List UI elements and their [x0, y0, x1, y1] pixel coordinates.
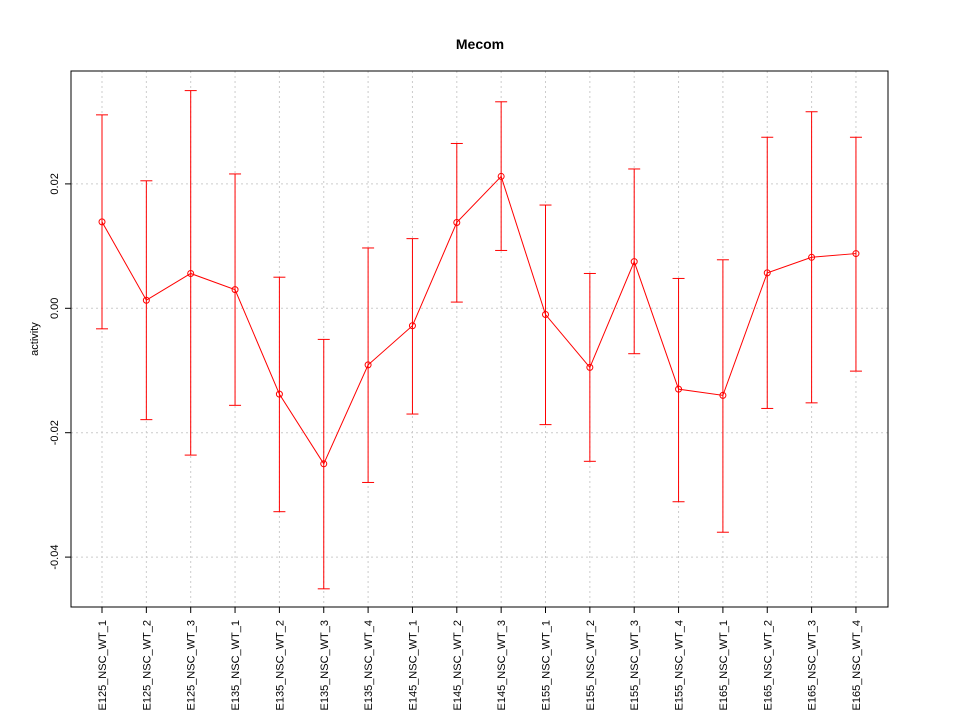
data-point — [763, 269, 771, 277]
data-point — [852, 250, 860, 258]
x-tick-label: E165_NSC_WT_3 — [807, 620, 819, 711]
data-point — [231, 286, 239, 294]
x-tick-label: E155_NSC_WT_2 — [585, 620, 597, 711]
plot-frame — [70, 70, 889, 608]
x-axis: E125_NSC_WT_1 E125_NSC_WT_2 E125_NSC_WT_3 E… — [97, 607, 863, 711]
y-tick-label: -0.04 — [49, 545, 61, 570]
x-tick-label: E145_NSC_WT_2 — [452, 620, 464, 711]
series-polyline — [101, 175, 856, 465]
x-tick-label: E135_NSC_WT_1 — [230, 620, 242, 711]
data-point — [320, 460, 328, 468]
data-point — [364, 361, 372, 369]
x-tick-label: E135_NSC_WT_2 — [274, 620, 286, 711]
y-tick-label: 0.00 — [49, 298, 61, 319]
x-tick-label: E125_NSC_WT_3 — [186, 620, 198, 711]
y-axis: -0.04 -0.02 0.00 0.02 — [49, 173, 71, 570]
grid — [71, 71, 888, 607]
data-points — [98, 172, 860, 468]
x-tick-label: E165_NSC_WT_1 — [718, 620, 730, 711]
x-tick-label: E125_NSC_WT_2 — [141, 620, 153, 711]
data-point — [408, 322, 416, 330]
data-point — [675, 385, 683, 393]
y-tick-label: -0.02 — [49, 420, 61, 445]
x-tick-label: E165_NSC_WT_4 — [851, 620, 863, 711]
data-point — [142, 296, 150, 304]
data-point — [275, 390, 283, 398]
error-bars — [96, 90, 862, 590]
data-point — [187, 269, 195, 277]
data-point — [98, 218, 106, 226]
chart-title: Mecom — [456, 36, 504, 52]
data-point — [630, 258, 638, 266]
x-tick-label: E135_NSC_WT_4 — [363, 620, 375, 711]
data-point — [542, 311, 549, 319]
x-tick-label: E135_NSC_WT_3 — [319, 620, 331, 711]
x-tick-label: E165_NSC_WT_2 — [762, 620, 774, 711]
x-tick-label: E125_NSC_WT_1 — [97, 620, 109, 711]
x-tick-label: E155_NSC_WT_4 — [674, 620, 686, 711]
x-tick-label: E155_NSC_WT_3 — [629, 620, 641, 711]
series-line — [101, 175, 856, 465]
x-tick-label: E145_NSC_WT_1 — [407, 620, 419, 711]
data-point — [586, 363, 594, 371]
data-point — [453, 218, 461, 226]
data-point — [719, 391, 727, 399]
x-tick-label: E145_NSC_WT_3 — [496, 620, 508, 711]
x-tick-label: E155_NSC_WT_1 — [541, 620, 553, 711]
y-axis-label: activity — [29, 322, 41, 356]
y-tick-label: 0.02 — [49, 173, 61, 194]
data-point — [497, 172, 505, 180]
data-point — [808, 253, 816, 261]
